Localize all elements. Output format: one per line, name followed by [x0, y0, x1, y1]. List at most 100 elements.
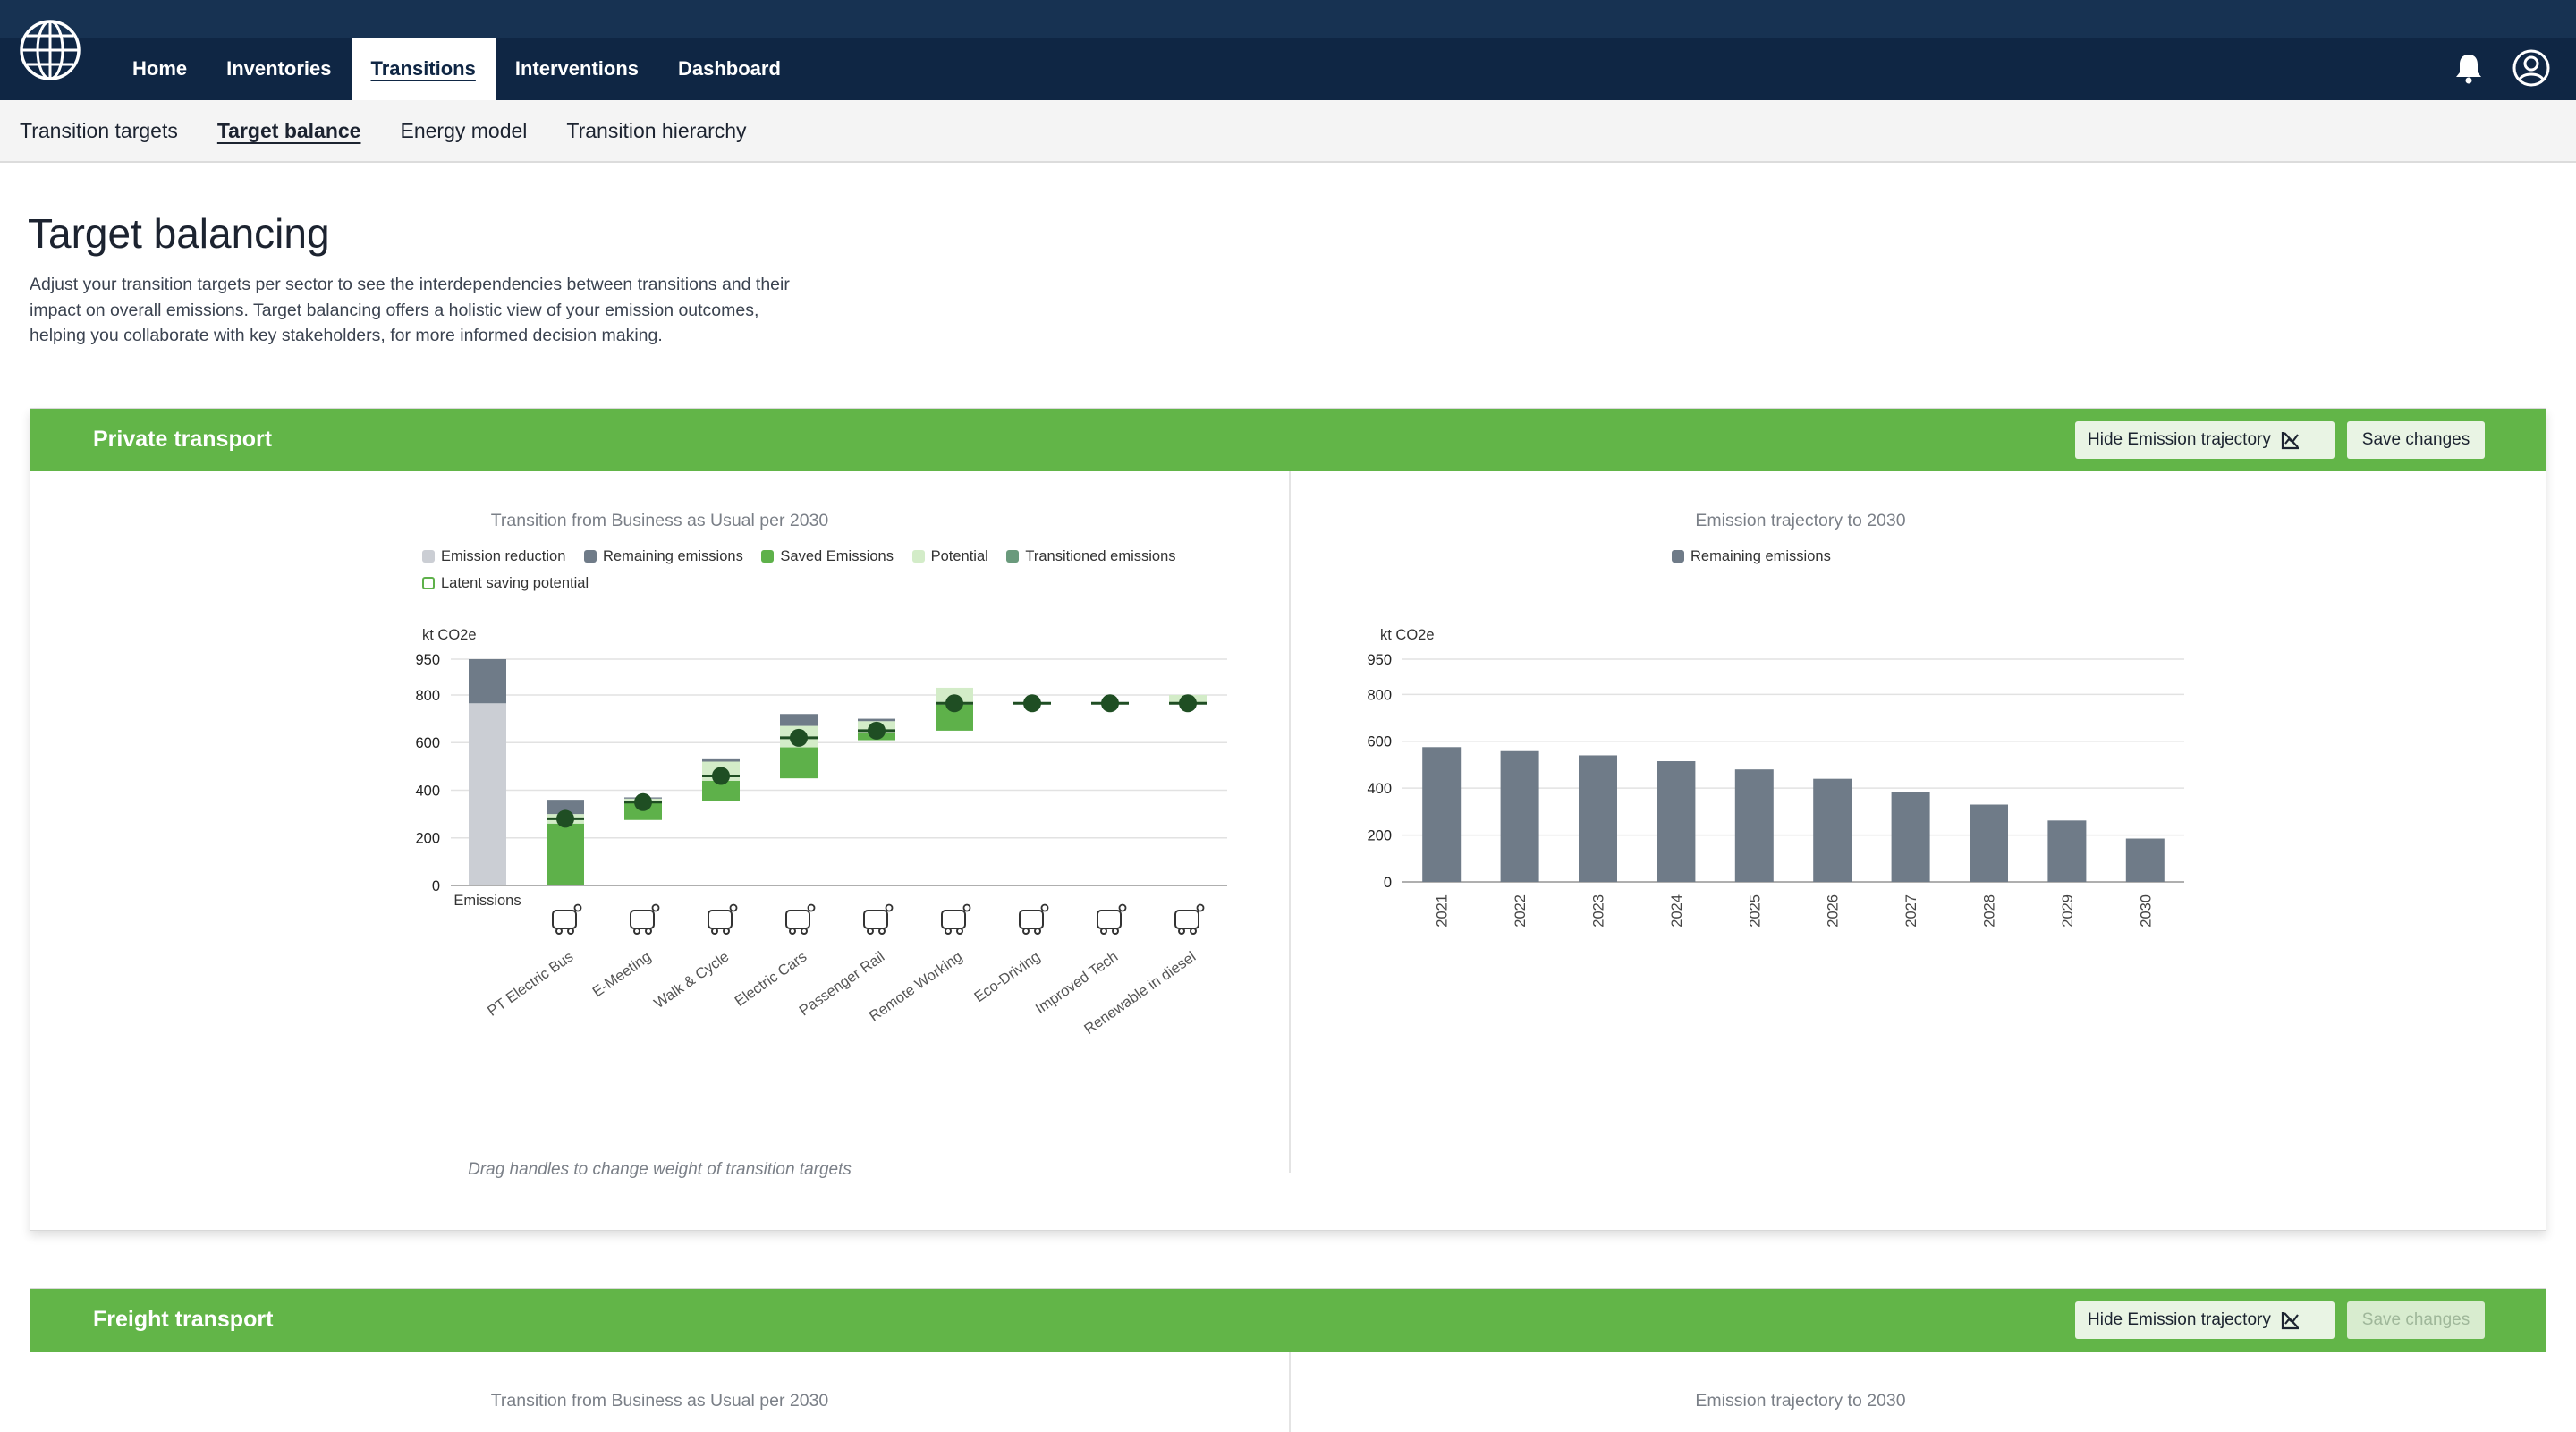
icon-detail	[945, 928, 952, 935]
legend-item[interactable]: Potential	[911, 543, 988, 570]
subnav-transition-hierarchy[interactable]: Transition hierarchy	[566, 118, 747, 142]
drag-hint: Drag handles to change weight of transit…	[468, 1160, 852, 1179]
page-intro: Adjust your transition targets per secto…	[30, 272, 870, 349]
drag-handle	[868, 721, 886, 740]
train-icon	[863, 903, 894, 935]
subnav-transition-targets[interactable]: Transition targets	[20, 118, 178, 142]
legend-item[interactable]: Saved Emissions	[761, 543, 894, 570]
remote-work-icon	[941, 903, 971, 935]
ev-charging-icon	[785, 903, 816, 935]
drag-handle	[712, 767, 730, 785]
legend-label: Saved Emissions	[780, 547, 894, 564]
y-tick-label: 600	[1367, 734, 1392, 750]
x-year-label: 2021	[1435, 894, 1451, 928]
drag-handle	[634, 792, 652, 811]
icon-detail	[1118, 903, 1127, 912]
trajectory-bar	[1891, 792, 1930, 882]
biofuel-icon	[1174, 903, 1205, 935]
x-year-label: 2022	[1513, 894, 1529, 928]
icon-detail	[1196, 903, 1205, 912]
bar-segment	[858, 718, 895, 722]
subnav-target-balance[interactable]: Target balance	[216, 118, 361, 142]
save-changes-button[interactable]: Save changes	[2347, 1301, 2485, 1339]
eco-car-icon	[1019, 903, 1049, 935]
left-chart-title: Transition from Business as Usual per 20…	[490, 1391, 829, 1411]
legend-item[interactable]: Remaining emissions	[1672, 543, 1831, 570]
legend-swatch	[1672, 550, 1684, 563]
drag-handle	[790, 728, 808, 747]
icon-detail	[807, 903, 816, 912]
x-category-label: PT Electric Bus	[485, 949, 576, 1020]
icon-detail	[1040, 903, 1049, 912]
trajectory-bar	[1734, 769, 1774, 882]
icon-body	[785, 910, 810, 929]
emission-trajectory-chart: kt CO2e 0 200 400 600 800 950 2021 2022 2023 2024 2…	[1367, 627, 2184, 928]
icon-detail	[1112, 928, 1119, 935]
notification-bell-icon[interactable]	[2451, 50, 2487, 86]
card-title: Freight transport	[93, 1307, 274, 1332]
x-year-label: 2027	[1903, 894, 1919, 928]
transition-waterfall-chart: kt CO2e 0 200 400 600 800 950 Emissions PT Elect…	[415, 627, 1227, 1038]
icon-detail	[878, 928, 886, 935]
intro-line: helping you collaborate with key stakeho…	[30, 326, 663, 345]
chart-divider	[1289, 1352, 1291, 1432]
right-chart-title: Emission trajectory to 2030	[1695, 511, 1906, 530]
nav-home[interactable]: Home	[132, 57, 188, 80]
x-category-label: Electric Cars	[732, 949, 809, 1010]
page-title: Target balancing	[28, 210, 330, 257]
drag-handle	[945, 694, 963, 713]
x-year-label: 2023	[1591, 894, 1607, 928]
legend-item[interactable]: Remaining emissions	[584, 543, 743, 570]
icon-body	[552, 910, 577, 929]
globe-logo-icon[interactable]	[18, 18, 82, 82]
save-changes-button[interactable]: Save changes	[2347, 421, 2485, 459]
icon-body	[708, 910, 733, 929]
bar-emission-reduction	[469, 703, 506, 885]
nav-transitions[interactable]: Transitions	[351, 38, 496, 100]
x-category-label: Eco-Driving	[971, 949, 1043, 1006]
trajectory-bar	[1500, 750, 1539, 882]
user-profile-icon[interactable]	[2512, 48, 2551, 88]
hide-emission-trajectory-button[interactable]: Hide Emission trajectory	[2075, 421, 2334, 459]
hide-emission-trajectory-button[interactable]: Hide Emission trajectory	[2075, 1301, 2334, 1339]
icon-detail	[1190, 928, 1197, 935]
icon-body	[1174, 910, 1199, 929]
trajectory-bar	[2125, 838, 2165, 882]
icon-detail	[651, 903, 660, 912]
icon-body	[941, 910, 966, 929]
legend-label: Latent saving potential	[441, 574, 589, 591]
subnav-energy-model[interactable]: Energy model	[400, 118, 528, 142]
icon-detail	[1178, 928, 1185, 935]
y-tick-label: 200	[1367, 828, 1392, 844]
icon-detail	[711, 928, 718, 935]
legend-swatch	[584, 550, 597, 563]
y-tick-label: 200	[415, 831, 440, 847]
nav-dashboard[interactable]: Dashboard	[678, 57, 781, 80]
button-label: Hide Emission trajectory	[2088, 430, 2271, 449]
icon-detail	[801, 928, 808, 935]
main-nav: Home Inventories Transitions Interventio…	[113, 38, 801, 100]
intro-line: impact on overall emissions. Target bala…	[30, 300, 759, 320]
drag-handle	[1101, 694, 1119, 713]
icon-detail	[956, 928, 963, 935]
x-category-label: Walk & Cycle	[651, 949, 732, 1013]
bar-segment	[780, 747, 818, 779]
x-year-label: 2024	[1669, 894, 1685, 928]
header-top-strip	[0, 0, 2576, 38]
card-title: Private transport	[93, 427, 273, 452]
nav-inventories[interactable]: Inventories	[226, 57, 332, 80]
private-transport-card: Private transport Hide Emission trajecto…	[30, 408, 2546, 1231]
nav-interventions[interactable]: Interventions	[514, 57, 639, 80]
legend-label: Transitioned emissions	[1025, 547, 1176, 564]
legend-item[interactable]: Emission reduction	[422, 543, 565, 570]
legend-item[interactable]: Latent saving potential	[422, 570, 589, 597]
legend-label: Potential	[930, 547, 988, 564]
chart-off-icon	[2281, 432, 2299, 450]
legend-item[interactable]: Transitioned emissions	[1006, 543, 1176, 570]
legend-swatch	[422, 577, 435, 589]
x-year-label: 2025	[1747, 894, 1763, 928]
trajectory-bar	[1813, 778, 1852, 882]
card-header: Freight transport Hide Emission trajecto…	[30, 1289, 2546, 1352]
x-year-label: 2030	[2138, 894, 2154, 928]
improved-car-icon	[1097, 903, 1127, 935]
